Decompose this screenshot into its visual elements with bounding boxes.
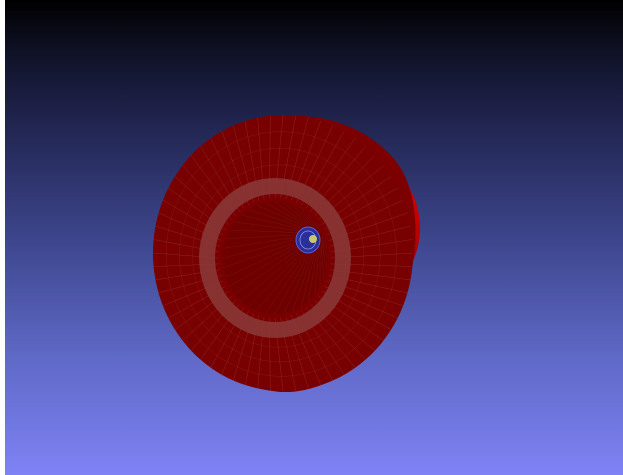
inner-wire-line [300, 209, 316, 228]
wire-ring [179, 147, 381, 363]
inner-wire-line [283, 202, 311, 226]
mesh-render[interactable] [5, 0, 623, 475]
wire-ring [165, 131, 397, 377]
inner-wire-line [265, 202, 306, 226]
inner-wire-line [235, 221, 298, 231]
inner-wire-line [226, 234, 295, 240]
3d-viewport[interactable] [5, 0, 623, 475]
inner-wire-line [320, 245, 325, 278]
inner-wire-line [308, 214, 318, 229]
inner-wire-line [320, 234, 325, 239]
inner-wire-line [222, 239, 295, 259]
inner-wire-line [274, 201, 309, 226]
inner-wire-line [292, 205, 313, 227]
inner-wire-line [300, 252, 316, 307]
inner-wire-line [321, 237, 327, 249]
inner-wire-line [248, 209, 302, 228]
inner-wire-line [226, 244, 295, 278]
inner-wire-line [235, 249, 298, 295]
inner-wireframe [222, 201, 328, 315]
inner-wire-line [223, 242, 295, 268]
inner-wire-line [265, 254, 306, 314]
inner-wire-line [223, 237, 295, 249]
inner-wire-line [292, 254, 313, 311]
inner-ring [199, 178, 351, 338]
inner-wire-line [321, 239, 328, 259]
inner-wire-line [314, 249, 319, 295]
inner-wire-line [308, 251, 318, 301]
inner-wire-line [257, 253, 304, 311]
inner-wire-line [229, 229, 296, 233]
inner-wire-line [248, 252, 302, 307]
wire-ring [192, 164, 365, 348]
inner-wire-line [274, 254, 309, 315]
marker-point [309, 235, 317, 243]
inner-wire-line [283, 254, 311, 314]
inner-wire-line [257, 205, 304, 227]
inner-wire-line [229, 247, 296, 287]
inner-wire-line [321, 242, 327, 268]
inner-wire-line [241, 214, 300, 229]
inner-wire-line [314, 221, 319, 231]
inner-wire-line [241, 251, 300, 302]
